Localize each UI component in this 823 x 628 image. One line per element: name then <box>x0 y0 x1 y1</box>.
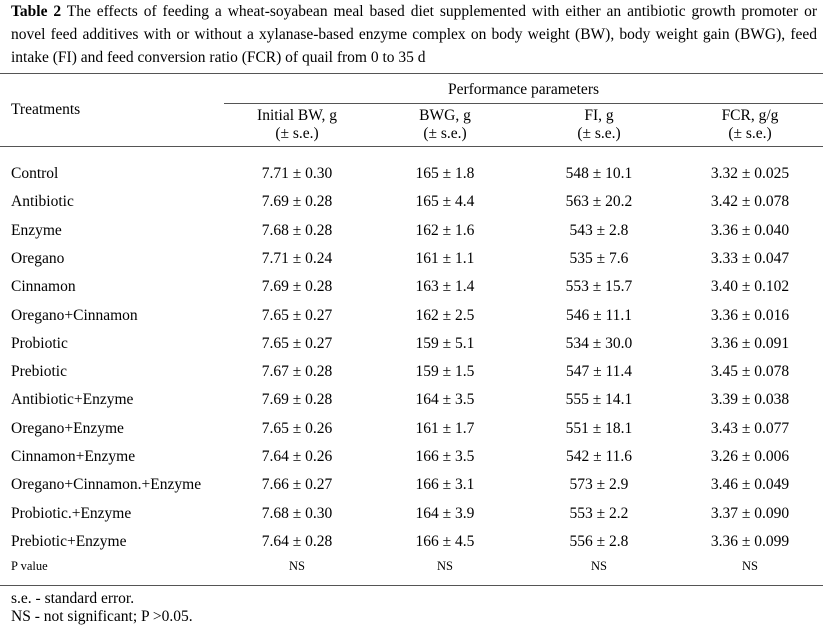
value-cell-bw: 7.66 ± 0.27 <box>261 476 333 494</box>
column-unit-fi: (± s.e.) <box>577 125 621 142</box>
column-header-bw: Initial BW, g <box>257 107 337 124</box>
value-cell-bw: 7.69 ± 0.28 <box>261 193 333 211</box>
value-cell-fcr: 3.36 ± 0.099 <box>710 532 790 550</box>
treatment-cell: Probiotic.+Enzyme <box>11 504 132 522</box>
value-cell-bw: 7.71 ± 0.30 <box>261 165 333 182</box>
value-cell-fi: 547 ± 11.4 <box>565 363 633 381</box>
top-rule <box>0 73 823 74</box>
value-cell-bwg: 161 ± 1.1 <box>415 249 475 267</box>
pvalue-label: P value <box>11 559 48 573</box>
value-cell-fcr: 3.42 ± 0.078 <box>710 193 790 211</box>
column-header-fcr: FCR, g/g <box>721 107 779 124</box>
value-cell-bw: 7.65 ± 0.26 <box>261 419 333 437</box>
value-cell-bwg: 162 ± 1.6 <box>415 221 475 239</box>
value-cell-fcr: 3.26 ± 0.006 <box>710 448 790 465</box>
value-cell-bw: 7.65 ± 0.27 <box>261 334 333 352</box>
value-cell-bw: 7.68 ± 0.28 <box>261 221 333 239</box>
value-cell-bwg: 165 ± 4.4 <box>415 193 475 211</box>
value-cell-fi: 553 ± 2.2 <box>569 504 629 522</box>
caption-text: The effects of feeding a wheat-soyabean … <box>11 3 817 66</box>
value-cell-bw: 7.64 ± 0.26 <box>261 448 333 465</box>
value-cell-bwg: 165 ± 1.8 <box>415 165 475 182</box>
value-cell-fi: 542 ± 11.6 <box>565 448 633 465</box>
value-cell-fi: 573 ± 2.9 <box>569 476 629 494</box>
value-cell-bwg: 159 ± 1.5 <box>415 363 475 381</box>
treatment-cell: Prebiotic <box>11 363 67 381</box>
column-unit-fcr: (± s.e.) <box>728 125 772 142</box>
footnote-ns: NS - not significant; P >0.05. <box>11 608 193 625</box>
header-rule <box>0 146 823 147</box>
value-cell-bw: 7.64 ± 0.28 <box>261 532 333 550</box>
value-cell-bwg: 166 ± 3.1 <box>415 476 475 494</box>
value-cell-bw: 7.69 ± 0.28 <box>261 278 333 296</box>
value-cell-fcr: 3.33 ± 0.047 <box>710 249 790 267</box>
column-header-fi: FI, g <box>584 107 614 124</box>
value-cell-bwg: 166 ± 3.5 <box>415 448 475 465</box>
value-cell-fi: 543 ± 2.8 <box>569 221 629 239</box>
value-cell-bw: 7.68 ± 0.30 <box>261 504 333 522</box>
treatment-cell: Probiotic <box>11 334 68 352</box>
footnote-se: s.e. - standard error. <box>11 590 135 607</box>
value-cell-fcr: 3.32 ± 0.025 <box>710 165 790 182</box>
value-cell-fi: 553 ± 15.7 <box>565 278 633 296</box>
value-cell-fcr: 3.36 ± 0.040 <box>710 221 790 239</box>
value-cell-bwg: 163 ± 1.4 <box>415 278 475 296</box>
value-cell-fcr: 3.46 ± 0.049 <box>710 476 790 494</box>
treatment-cell: Cinnamon+Enzyme <box>11 448 136 465</box>
group-rule <box>224 103 823 104</box>
value-cell-fcr: 3.43 ± 0.077 <box>710 419 790 437</box>
value-cell-fcr: 3.39 ± 0.038 <box>710 391 790 409</box>
treatment-cell: Oregano+Cinnamon.+Enzyme <box>11 476 202 494</box>
value-cell-bwg: 164 ± 3.9 <box>415 504 475 522</box>
value-cell-fcr: 3.37 ± 0.090 <box>710 504 790 522</box>
treatment-cell: Prebiotic+Enzyme <box>11 532 127 550</box>
value-cell-fcr: 3.36 ± 0.016 <box>710 306 790 324</box>
value-cell-bw: 7.71 ± 0.24 <box>261 249 333 267</box>
treatment-cell: Antibiotic <box>11 193 74 211</box>
column-header-bwg: BWG, g <box>419 107 471 124</box>
value-cell-bw: 7.69 ± 0.28 <box>261 391 333 409</box>
bottom-rule <box>0 585 823 586</box>
value-cell-fi: 534 ± 30.0 <box>565 334 633 352</box>
value-cell-fcr: 3.40 ± 0.102 <box>710 278 790 296</box>
value-cell-bw: 7.65 ± 0.27 <box>261 306 333 324</box>
treatment-cell: Cinnamon <box>11 278 76 296</box>
value-cell-fi: 555 ± 14.1 <box>565 391 633 409</box>
column-unit-bw: (± s.e.) <box>275 125 319 142</box>
value-cell-fi: 556 ± 2.8 <box>569 532 629 550</box>
value-cell-fi: 563 ± 20.2 <box>565 193 633 211</box>
column-unit-bwg: (± s.e.) <box>423 125 467 142</box>
value-cell-fi: 535 ± 7.6 <box>569 249 629 267</box>
pvalue-fi: NS <box>591 559 607 573</box>
value-cell-fcr: 3.45 ± 0.078 <box>710 363 790 381</box>
treatments-header: Treatments <box>11 101 81 118</box>
value-cell-fi: 546 ± 11.1 <box>565 306 633 324</box>
value-cell-bwg: 164 ± 3.5 <box>415 391 475 409</box>
group-header: Performance parameters <box>447 81 600 98</box>
table-caption: Table 2 The effects of feeding a wheat-s… <box>11 0 817 69</box>
value-cell-bw: 7.67 ± 0.28 <box>261 363 333 381</box>
treatment-cell: Oregano <box>11 249 65 267</box>
value-cell-fi: 551 ± 18.1 <box>565 419 633 437</box>
value-cell-bwg: 159 ± 5.1 <box>415 334 475 352</box>
pvalue-bw: NS <box>289 559 305 573</box>
table-label: Table 2 <box>11 3 62 20</box>
value-cell-fi: 548 ± 10.1 <box>565 165 633 182</box>
value-cell-bwg: 162 ± 2.5 <box>415 306 475 324</box>
value-cell-bwg: 161 ± 1.7 <box>415 419 475 437</box>
value-cell-bwg: 166 ± 4.5 <box>415 532 475 550</box>
treatment-cell: Antibiotic+Enzyme <box>11 391 134 409</box>
treatment-cell: Enzyme <box>11 221 62 239</box>
pvalue-bwg: NS <box>437 559 453 573</box>
value-cell-fcr: 3.36 ± 0.091 <box>710 334 790 352</box>
pvalue-fcr: NS <box>742 559 758 573</box>
treatment-cell: Control <box>11 165 59 182</box>
treatment-cell: Oregano+Cinnamon <box>11 306 138 324</box>
treatment-cell: Oregano+Enzyme <box>11 419 124 437</box>
